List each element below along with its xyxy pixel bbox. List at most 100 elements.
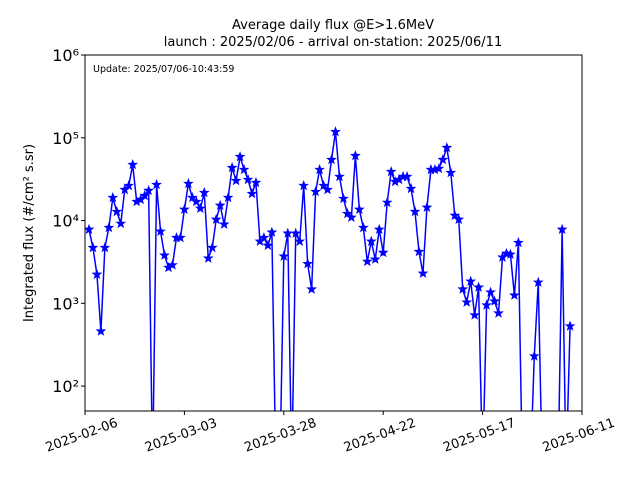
data-point bbox=[234, 151, 246, 162]
data-point bbox=[381, 196, 393, 208]
data-point bbox=[310, 186, 321, 197]
data-point bbox=[385, 166, 397, 177]
axes-frame bbox=[84, 54, 583, 412]
data-point bbox=[369, 253, 381, 264]
data-point bbox=[556, 223, 568, 235]
data-point bbox=[186, 192, 198, 203]
data-point bbox=[143, 184, 154, 196]
data-point bbox=[318, 180, 329, 191]
data-point bbox=[373, 223, 385, 235]
y-tick-label: 10⁵ bbox=[52, 129, 79, 148]
data-point bbox=[338, 192, 349, 204]
data-point bbox=[87, 242, 99, 253]
data-point bbox=[190, 196, 202, 207]
y-tick-label: 10² bbox=[52, 377, 79, 396]
data-point bbox=[183, 178, 194, 189]
y-tick-label: 10³ bbox=[52, 294, 79, 313]
data-point bbox=[493, 307, 504, 318]
data-point bbox=[330, 126, 341, 137]
data-point bbox=[334, 171, 345, 182]
data-point bbox=[564, 320, 576, 331]
data-point bbox=[509, 289, 520, 300]
data-point bbox=[302, 258, 314, 269]
data-point bbox=[246, 188, 258, 199]
data-point bbox=[481, 299, 492, 310]
data-point bbox=[413, 246, 425, 257]
y-tick-label: 10⁶ bbox=[52, 46, 79, 65]
data-point bbox=[353, 203, 365, 215]
data-point bbox=[127, 159, 139, 170]
data-point bbox=[361, 255, 373, 267]
data-point bbox=[222, 192, 234, 203]
data-point bbox=[266, 226, 278, 237]
data-point bbox=[230, 175, 242, 186]
data-point bbox=[218, 218, 230, 229]
data-point bbox=[250, 176, 262, 188]
data-point bbox=[115, 217, 127, 229]
data-point bbox=[198, 187, 210, 198]
data-point bbox=[194, 202, 206, 214]
data-point bbox=[342, 208, 353, 219]
data-point bbox=[91, 268, 103, 280]
data-point bbox=[350, 150, 361, 161]
data-point bbox=[179, 203, 190, 215]
data-point bbox=[453, 213, 465, 225]
chart-title: Average daily flux @E>1.6MeV bbox=[232, 18, 434, 33]
data-point bbox=[139, 189, 151, 201]
data-point bbox=[111, 206, 123, 217]
data-point bbox=[322, 184, 333, 195]
data-point bbox=[206, 242, 218, 253]
data-point bbox=[242, 173, 254, 185]
data-point bbox=[346, 211, 357, 223]
data-point bbox=[238, 164, 250, 175]
data-point bbox=[159, 249, 170, 260]
data-point bbox=[155, 225, 166, 236]
data-point bbox=[513, 237, 524, 248]
data-point bbox=[417, 267, 429, 278]
data-point bbox=[532, 276, 544, 287]
data-point bbox=[528, 350, 540, 361]
data-point bbox=[445, 167, 457, 178]
data-point bbox=[449, 209, 461, 221]
data-point bbox=[262, 239, 274, 251]
data-point bbox=[95, 325, 107, 336]
data-point bbox=[202, 252, 214, 263]
data-point bbox=[214, 199, 226, 211]
data-point bbox=[103, 222, 115, 233]
data-point bbox=[151, 179, 162, 190]
data-point bbox=[258, 232, 270, 243]
data-point bbox=[433, 162, 445, 174]
annotation: Update: 2025/07/06-10:43:59 bbox=[93, 64, 234, 75]
data-point bbox=[485, 286, 496, 297]
data-point bbox=[465, 275, 477, 286]
data-point bbox=[107, 192, 119, 203]
data-point bbox=[326, 154, 337, 165]
y-tick-label: 10⁴ bbox=[52, 212, 79, 231]
data-point bbox=[409, 206, 421, 217]
data-point bbox=[365, 235, 377, 246]
data-point bbox=[489, 295, 500, 306]
data-point bbox=[226, 162, 238, 173]
data-point bbox=[437, 154, 449, 165]
data-point bbox=[298, 180, 310, 191]
data-point bbox=[377, 246, 389, 258]
data-point bbox=[306, 283, 317, 294]
data-point bbox=[278, 250, 290, 261]
data-point bbox=[405, 182, 417, 194]
data-point bbox=[441, 142, 453, 153]
plot-area bbox=[85, 126, 576, 411]
data-point bbox=[314, 164, 325, 175]
data-point bbox=[421, 201, 433, 212]
data-point bbox=[401, 171, 413, 182]
data-point bbox=[469, 309, 481, 320]
data-point bbox=[210, 213, 222, 225]
data-point bbox=[294, 235, 306, 246]
data-point bbox=[505, 248, 516, 259]
data-point bbox=[290, 227, 302, 238]
chart-subtitle: launch : 2025/02/06 - arrival on-station… bbox=[164, 35, 502, 50]
data-point bbox=[175, 232, 186, 243]
y-axis-label: Integrated flux (#/cm² s.sr) bbox=[22, 144, 37, 322]
data-point bbox=[461, 296, 473, 307]
data-point bbox=[85, 223, 95, 235]
